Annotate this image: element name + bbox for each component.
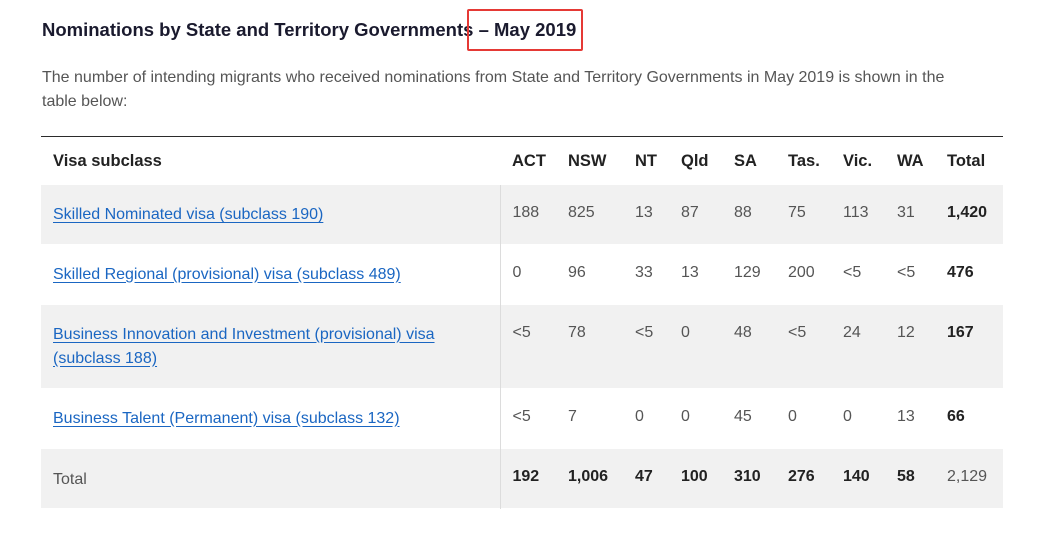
header-nsw: NSW — [568, 151, 607, 170]
table-total-row: Total 192 1,006 47 100 310 276 140 58 2,… — [41, 448, 1003, 508]
total-vic: 140 — [831, 448, 885, 508]
cell-nsw: 78 — [556, 304, 623, 388]
title-text: Nominations by State and Territory Gover… — [42, 19, 474, 40]
cell-total: 1,420 — [935, 185, 1003, 244]
cell-act: 188 — [500, 185, 556, 244]
cell-sa: 48 — [722, 304, 776, 388]
cell-qld: 0 — [669, 304, 722, 388]
row-label-cell: Skilled Regional (provisional) visa (sub… — [41, 244, 501, 304]
total-act: 192 — [500, 448, 556, 508]
total-nt: 47 — [623, 448, 669, 508]
cell-tas: <5 — [776, 304, 831, 388]
total-wa: 58 — [885, 448, 935, 508]
table-row: Business Innovation and Investment (prov… — [41, 304, 1003, 388]
total-sa: 310 — [722, 448, 776, 508]
header-tas: Tas. — [788, 151, 820, 170]
header-sa: SA — [734, 151, 757, 170]
cell-vic: 0 — [843, 407, 852, 425]
total-grand: 2,129 — [935, 448, 1003, 508]
row-label-cell: Skilled Nominated visa (subclass 190) — [41, 185, 501, 244]
header-qld: Qld — [681, 151, 709, 170]
title-separator: – — [478, 19, 489, 40]
cell-nsw: 7 — [568, 407, 577, 425]
intro-paragraph: The number of intending migrants who rec… — [42, 69, 945, 110]
cell-act: <5 — [512, 407, 531, 425]
cell-sa: 88 — [722, 185, 776, 244]
cell-total: 476 — [947, 263, 974, 281]
visa-link-489[interactable]: Skilled Regional (provisional) visa (sub… — [53, 265, 401, 283]
cell-wa: 13 — [897, 407, 915, 425]
header-act: ACT — [512, 151, 546, 170]
cell-total: 167 — [935, 304, 1003, 388]
title-date: May 2019 — [494, 19, 577, 40]
row-label-cell: Business Talent (Permanent) visa (subcla… — [41, 388, 501, 448]
visa-link-188[interactable]: Business Innovation and Investment (prov… — [53, 325, 435, 367]
cell-tas: 0 — [788, 407, 797, 425]
total-nsw: 1,006 — [556, 448, 623, 508]
page-title: Nominations by State and Territory Gover… — [42, 19, 576, 41]
cell-wa: 12 — [885, 304, 935, 388]
cell-nt: 33 — [635, 263, 653, 281]
cell-nt: 13 — [623, 185, 669, 244]
cell-tas: 200 — [788, 263, 815, 281]
cell-sa: 129 — [734, 263, 761, 281]
cell-qld: 0 — [681, 407, 690, 425]
cell-nt: <5 — [623, 304, 669, 388]
total-row-label: Total — [41, 448, 501, 508]
cell-nsw: 825 — [556, 185, 623, 244]
cell-act: 0 — [512, 263, 522, 281]
date-highlight-box — [467, 9, 583, 51]
cell-vic: 113 — [831, 185, 885, 244]
header-total: Total — [947, 151, 986, 170]
cell-qld: 87 — [669, 185, 722, 244]
table-row: Business Talent (Permanent) visa (subcla… — [41, 388, 1003, 448]
visa-link-190[interactable]: Skilled Nominated visa (subclass 190) — [53, 206, 324, 223]
total-qld: 100 — [669, 448, 722, 508]
row-label-cell: Business Innovation and Investment (prov… — [41, 304, 501, 388]
cell-act: <5 — [500, 304, 556, 388]
cell-vic: 24 — [831, 304, 885, 388]
total-tas: 276 — [776, 448, 831, 508]
cell-tas: 75 — [776, 185, 831, 244]
cell-qld: 13 — [681, 263, 699, 281]
cell-wa: 31 — [885, 185, 935, 244]
cell-wa: <5 — [897, 263, 916, 281]
header-vic: Vic. — [843, 151, 873, 170]
header-wa: WA — [897, 151, 924, 170]
nominations-table: Visa subclass ACT NSW NT Qld SA Tas. Vic… — [41, 136, 1003, 509]
table-row: Skilled Nominated visa (subclass 190) 18… — [41, 185, 1003, 244]
cell-nt: 0 — [635, 407, 644, 425]
table-row: Skilled Regional (provisional) visa (sub… — [41, 244, 1003, 304]
cell-vic: <5 — [843, 263, 862, 281]
cell-nsw: 96 — [568, 263, 586, 281]
header-visa-subclass: Visa subclass — [53, 151, 162, 170]
table-header-row: Visa subclass ACT NSW NT Qld SA Tas. Vic… — [41, 137, 1003, 186]
visa-link-132[interactable]: Business Talent (Permanent) visa (subcla… — [53, 409, 400, 427]
cell-sa: 45 — [734, 407, 752, 425]
header-nt: NT — [635, 151, 657, 170]
cell-total: 66 — [947, 407, 965, 425]
